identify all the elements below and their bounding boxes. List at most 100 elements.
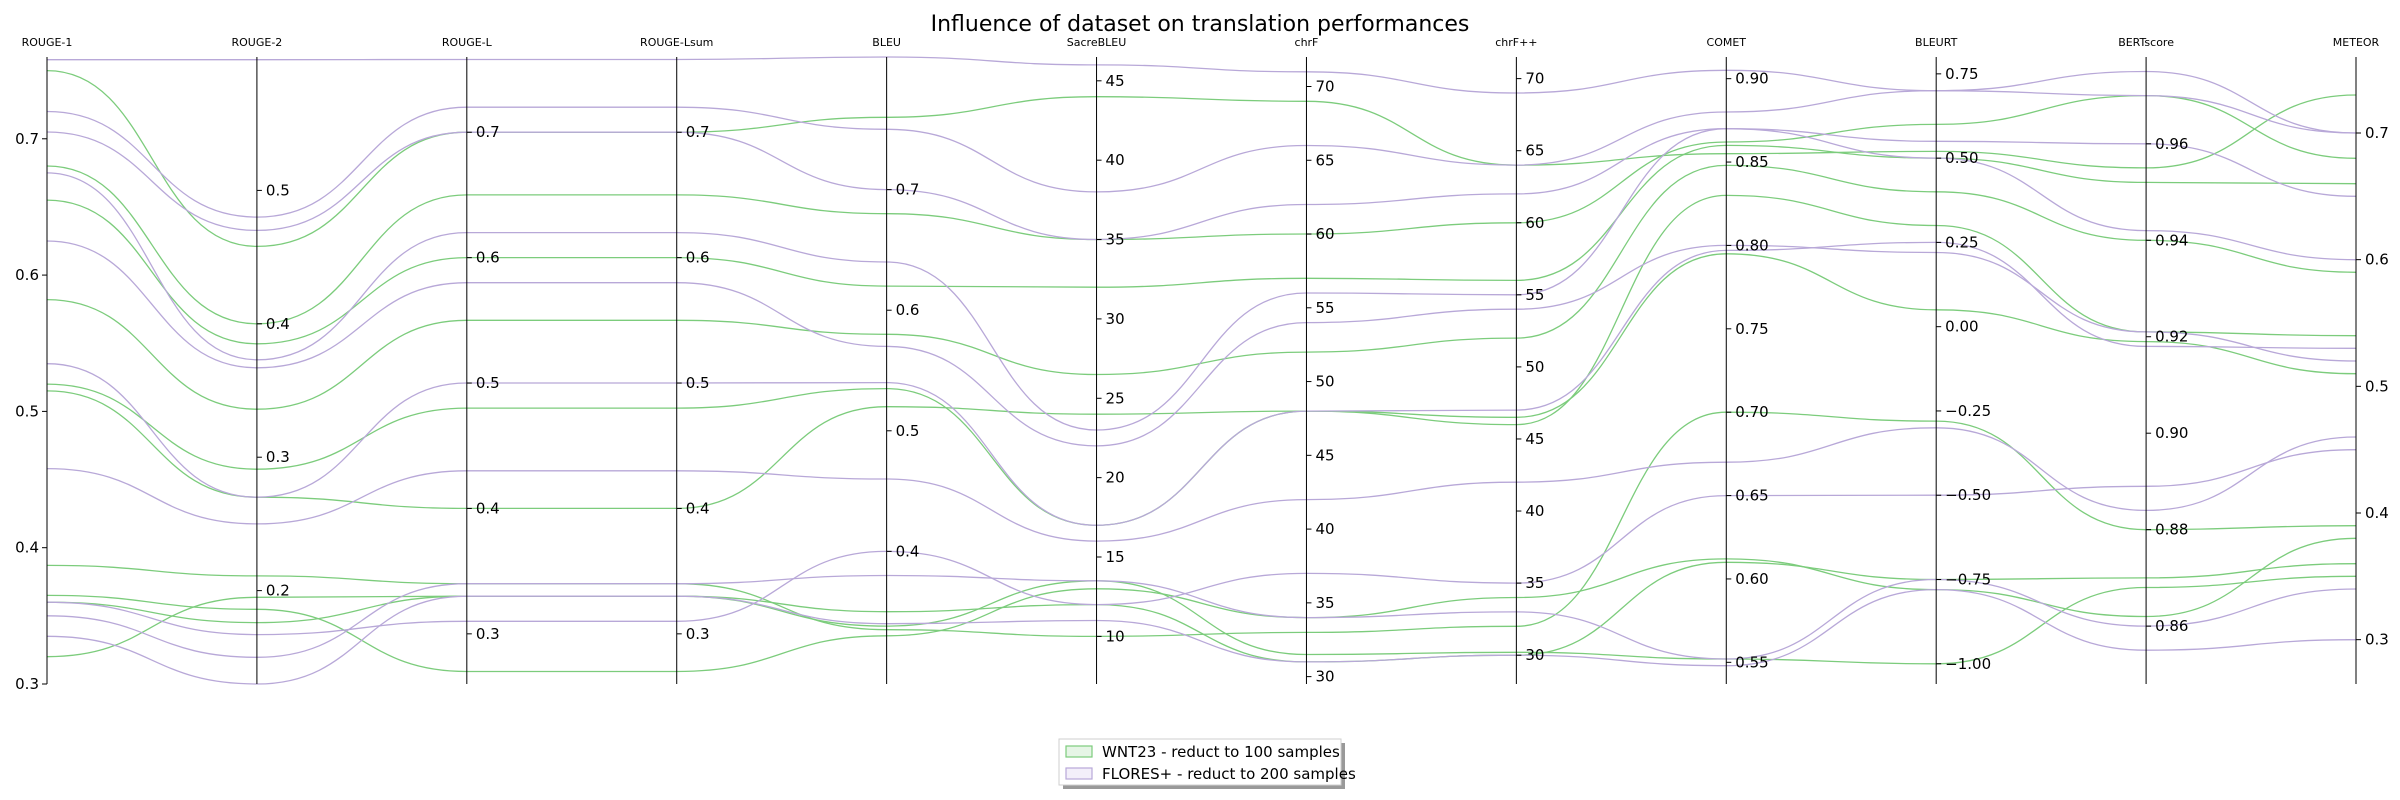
- series-1-line-6: [46, 427, 2357, 542]
- axis-7-tick-label-7: 65: [1525, 142, 1544, 160]
- axis-6-tick-label-7: 65: [1315, 151, 1334, 169]
- axis-name-0: ROUGE-1: [22, 36, 73, 49]
- series-0-line-9: [46, 575, 2357, 665]
- axis-9-tick-label-6: 0.50: [1945, 149, 1978, 167]
- axis-10-tick-label-5: 0.96: [2155, 135, 2188, 153]
- axis-7-tick-label-6: 60: [1525, 214, 1544, 232]
- series-1-line-2: [46, 128, 2357, 241]
- axis-9-tick-label-5: 0.25: [1945, 233, 1978, 251]
- axis-name-11: METEOR: [2333, 36, 2380, 49]
- axis-name-7: chrF++: [1495, 36, 1537, 49]
- axis-7-tick-label-2: 40: [1525, 502, 1544, 520]
- legend-label-flores: FLORES+ - reduct to 200 samples: [1102, 765, 1356, 783]
- series-1-line-7: [46, 449, 2357, 636]
- axis-5-tick-label-5: 35: [1106, 231, 1125, 249]
- axis-9-tick-label-4: 0.00: [1945, 318, 1978, 336]
- axis-0-tick-label-1: 0.4: [15, 539, 39, 557]
- series-0-line-5: [46, 253, 2357, 510]
- axis-7-tick-label-0: 30: [1525, 646, 1544, 664]
- axis-6-tick-label-5: 55: [1315, 299, 1334, 317]
- axis-6-tick-label-3: 45: [1315, 446, 1334, 464]
- axis-9-tick-label-2: −0.50: [1945, 486, 1991, 504]
- axis-5-tick-label-2: 20: [1106, 469, 1125, 487]
- axis-6-tick-label-2: 40: [1315, 520, 1334, 538]
- axis-9-tick-label-7: 0.75: [1945, 65, 1978, 83]
- chart-title: Influence of dataset on translation perf…: [931, 12, 1470, 37]
- axis-5-tick-label-4: 30: [1106, 310, 1125, 328]
- series-1-line-1: [46, 90, 2357, 218]
- legend-frame: [1058, 738, 1342, 786]
- axis-6-tick-label-6: 60: [1315, 225, 1334, 243]
- axis-2-tick-label-4: 0.7: [476, 123, 500, 141]
- axis-5-tick-label-3: 25: [1106, 389, 1125, 407]
- axis-5-tick-label-6: 40: [1106, 151, 1125, 169]
- axis-3-tick-label-2: 0.5: [686, 374, 710, 392]
- series-1-line-8: [46, 574, 2357, 660]
- axis-8-tick-label-1: 0.60: [1735, 570, 1768, 588]
- axis-name-4: BLEU: [872, 36, 901, 49]
- axis-8-tick-label-6: 0.85: [1735, 153, 1768, 171]
- axis-1-tick-label-2: 0.4: [266, 315, 290, 333]
- axis-11-tick-label-2: 0.5: [2365, 377, 2389, 395]
- axis-6-tick-label-1: 35: [1315, 594, 1334, 612]
- axis-7-tick-label-4: 50: [1525, 358, 1544, 376]
- axis-3-tick-label-0: 0.3: [686, 625, 710, 643]
- axis-2-tick-label-1: 0.4: [476, 499, 500, 517]
- axis-name-10: BERTscore: [2118, 36, 2174, 49]
- axis-5-tick-label-7: 45: [1106, 72, 1125, 90]
- axis-7-tick-label-8: 70: [1525, 70, 1544, 88]
- axis-11-tick-label-4: 0.7: [2365, 124, 2389, 142]
- axis-8-tick-label-4: 0.75: [1735, 320, 1768, 338]
- axis-0-tick-label-3: 0.6: [15, 266, 39, 284]
- axis-5-tick-label-0: 10: [1106, 627, 1125, 645]
- axis-2-tick-label-2: 0.5: [476, 374, 500, 392]
- series-1-line-0: [47, 56, 2357, 134]
- series-1-line-5: [46, 241, 2357, 526]
- legend: WNT23 - reduct to 100 samples FLORES+ - …: [1058, 738, 1356, 789]
- series-0-line-4: [46, 194, 2357, 526]
- axis-11-tick-label-0: 0.3: [2365, 631, 2389, 649]
- axis-1-tick-label-3: 0.5: [266, 181, 290, 199]
- axis-2-tick-label-3: 0.6: [476, 249, 500, 267]
- axis-10-tick-label-3: 0.92: [2155, 328, 2188, 346]
- axis-4-tick-label-3: 0.7: [896, 181, 920, 199]
- axis-8-tick-label-7: 0.90: [1735, 70, 1768, 88]
- axis-1-tick-label-0: 0.2: [266, 582, 290, 600]
- axis-name-5: SacreBLEU: [1067, 36, 1127, 49]
- axis-name-8: COMET: [1707, 36, 1747, 49]
- series-lines: [46, 56, 2357, 685]
- axis-8-tick-label-5: 0.80: [1735, 236, 1768, 254]
- axis-10-tick-label-0: 0.86: [2155, 617, 2188, 635]
- series-0-line-3: [46, 164, 2357, 410]
- axis-10-tick-label-4: 0.94: [2155, 231, 2188, 249]
- axis-10-tick-label-2: 0.90: [2155, 424, 2188, 442]
- axis-9-tick-label-0: −1.00: [1945, 655, 1991, 673]
- axis-5-tick-label-1: 15: [1106, 548, 1125, 566]
- axis-8-tick-label-0: 0.55: [1735, 653, 1768, 671]
- axis-name-1: ROUGE-2: [232, 36, 283, 49]
- axis-7-tick-label-3: 45: [1525, 430, 1544, 448]
- series-1-line-4: [46, 240, 2357, 447]
- axis-11-tick-label-1: 0.4: [2365, 504, 2389, 522]
- axis-1-tick-label-1: 0.3: [266, 448, 290, 466]
- axis-0-tick-label-0: 0.3: [15, 675, 39, 693]
- axis-4-tick-label-0: 0.4: [896, 542, 920, 560]
- legend-swatch-wnt23: [1065, 745, 1093, 758]
- axis-8-tick-label-3: 0.70: [1735, 403, 1768, 421]
- axis-3-tick-label-4: 0.7: [686, 123, 710, 141]
- axis-7-tick-label-1: 35: [1525, 574, 1544, 592]
- axis-0-tick-label-4: 0.7: [15, 130, 39, 148]
- axis-9-tick-label-3: −0.25: [1945, 402, 1991, 420]
- axis-4-tick-label-1: 0.5: [896, 422, 920, 440]
- axes: ROUGE-1 0.3 0.4 0.5 0.6 0.7 ROUGE-2 0.2 0.3 0.4 0.…: [15, 36, 2389, 693]
- axis-4-tick-label-2: 0.6: [896, 301, 920, 319]
- axis-2-tick-label-0: 0.3: [476, 625, 500, 643]
- axis-9-tick-label-1: −0.75: [1945, 571, 1991, 589]
- axis-name-3: ROUGE-Lsum: [640, 36, 713, 49]
- axis-6-tick-label-0: 30: [1315, 668, 1334, 686]
- series-1-line-9: [46, 588, 2357, 685]
- legend-label-wnt23: WNT23 - reduct to 100 samples: [1102, 743, 1340, 761]
- axis-3-tick-label-1: 0.4: [686, 499, 710, 517]
- axis-10-tick-label-1: 0.88: [2155, 521, 2188, 539]
